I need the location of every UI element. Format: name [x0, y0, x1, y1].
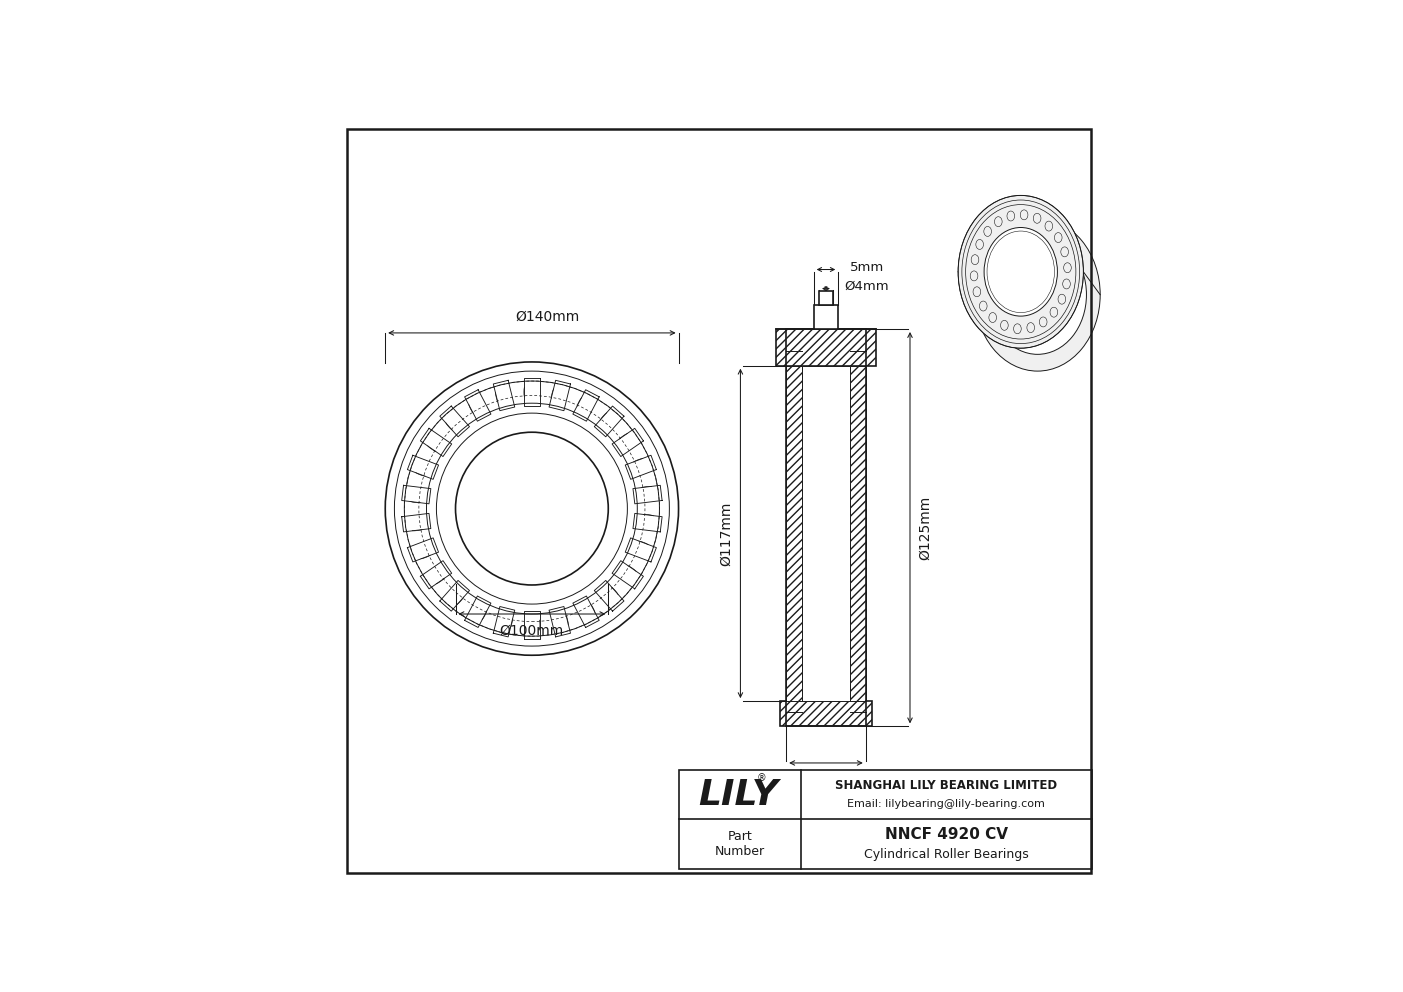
Text: Ø100mm: Ø100mm — [499, 624, 564, 638]
Text: LILY: LILY — [697, 778, 777, 811]
Ellipse shape — [975, 218, 1100, 371]
Text: NNCF 4920 CV: NNCF 4920 CV — [885, 827, 1007, 842]
Text: Email: lilybearing@lily-bearing.com: Email: lilybearing@lily-bearing.com — [847, 799, 1045, 808]
Bar — [679, 770, 1092, 869]
Ellipse shape — [989, 235, 1086, 354]
Bar — [814, 305, 838, 329]
Text: 40mm: 40mm — [804, 773, 849, 787]
Bar — [776, 329, 875, 366]
Ellipse shape — [984, 227, 1058, 316]
Bar — [786, 329, 866, 726]
Bar — [786, 366, 801, 701]
Bar — [780, 701, 871, 726]
Bar — [776, 329, 875, 726]
Bar — [819, 291, 833, 305]
Text: 5mm: 5mm — [850, 261, 884, 274]
Ellipse shape — [958, 195, 1083, 348]
Bar — [850, 366, 866, 701]
Text: Part
Number: Part Number — [716, 830, 765, 858]
Text: Ø4mm: Ø4mm — [845, 280, 890, 293]
Text: Ø125mm: Ø125mm — [918, 496, 932, 559]
Bar — [801, 366, 850, 701]
Text: SHANGHAI LILY BEARING LIMITED: SHANGHAI LILY BEARING LIMITED — [835, 779, 1058, 792]
Text: ®: ® — [756, 773, 766, 783]
Text: Ø117mm: Ø117mm — [718, 501, 732, 565]
Text: Ø140mm: Ø140mm — [515, 310, 579, 323]
Text: Cylindrical Roller Bearings: Cylindrical Roller Bearings — [864, 848, 1028, 861]
